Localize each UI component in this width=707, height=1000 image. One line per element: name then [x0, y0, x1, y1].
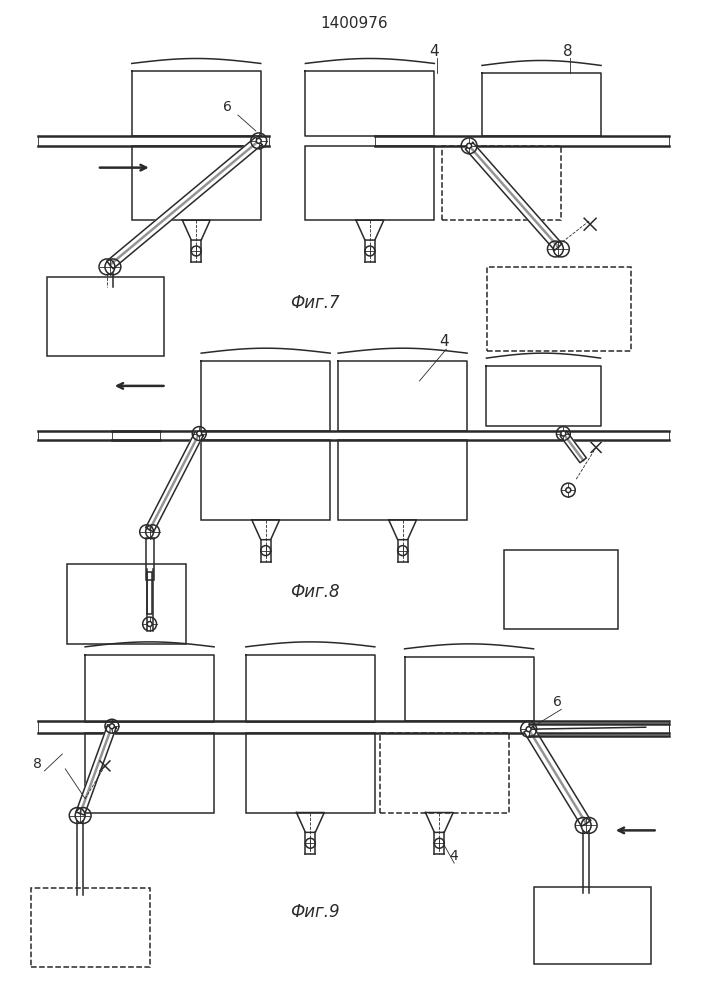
- Text: Фиг.7: Фиг.7: [291, 294, 340, 312]
- Bar: [67, 564, 187, 644]
- Text: 6: 6: [223, 100, 232, 114]
- Circle shape: [110, 724, 115, 729]
- Bar: [132, 146, 261, 220]
- Circle shape: [197, 431, 201, 436]
- Bar: [338, 440, 467, 520]
- Polygon shape: [524, 726, 591, 826]
- Polygon shape: [107, 137, 262, 269]
- Polygon shape: [465, 143, 562, 250]
- Circle shape: [561, 431, 566, 436]
- Text: 8: 8: [563, 44, 573, 59]
- Circle shape: [256, 138, 261, 143]
- Polygon shape: [76, 725, 116, 815]
- Bar: [487, 267, 631, 351]
- Circle shape: [147, 622, 152, 626]
- Text: 4: 4: [429, 44, 439, 59]
- Text: 4: 4: [449, 849, 458, 863]
- Bar: [146, 538, 153, 580]
- Bar: [443, 146, 561, 220]
- Text: 4: 4: [439, 334, 449, 349]
- Bar: [147, 572, 152, 614]
- Bar: [47, 277, 165, 356]
- Bar: [85, 733, 214, 813]
- Bar: [30, 888, 150, 967]
- Bar: [246, 733, 375, 813]
- Circle shape: [566, 488, 571, 493]
- Circle shape: [526, 727, 531, 732]
- Text: Фиг.9: Фиг.9: [291, 903, 340, 921]
- Polygon shape: [146, 431, 203, 532]
- Text: 1400976: 1400976: [320, 16, 388, 31]
- Bar: [201, 440, 330, 520]
- Bar: [305, 146, 434, 220]
- Bar: [380, 733, 509, 813]
- Circle shape: [467, 143, 472, 148]
- Text: Фиг.8: Фиг.8: [291, 583, 340, 601]
- Bar: [504, 550, 618, 629]
- Text: 6: 6: [554, 695, 562, 709]
- Polygon shape: [560, 431, 586, 463]
- Text: 8: 8: [33, 757, 42, 771]
- Bar: [534, 887, 650, 964]
